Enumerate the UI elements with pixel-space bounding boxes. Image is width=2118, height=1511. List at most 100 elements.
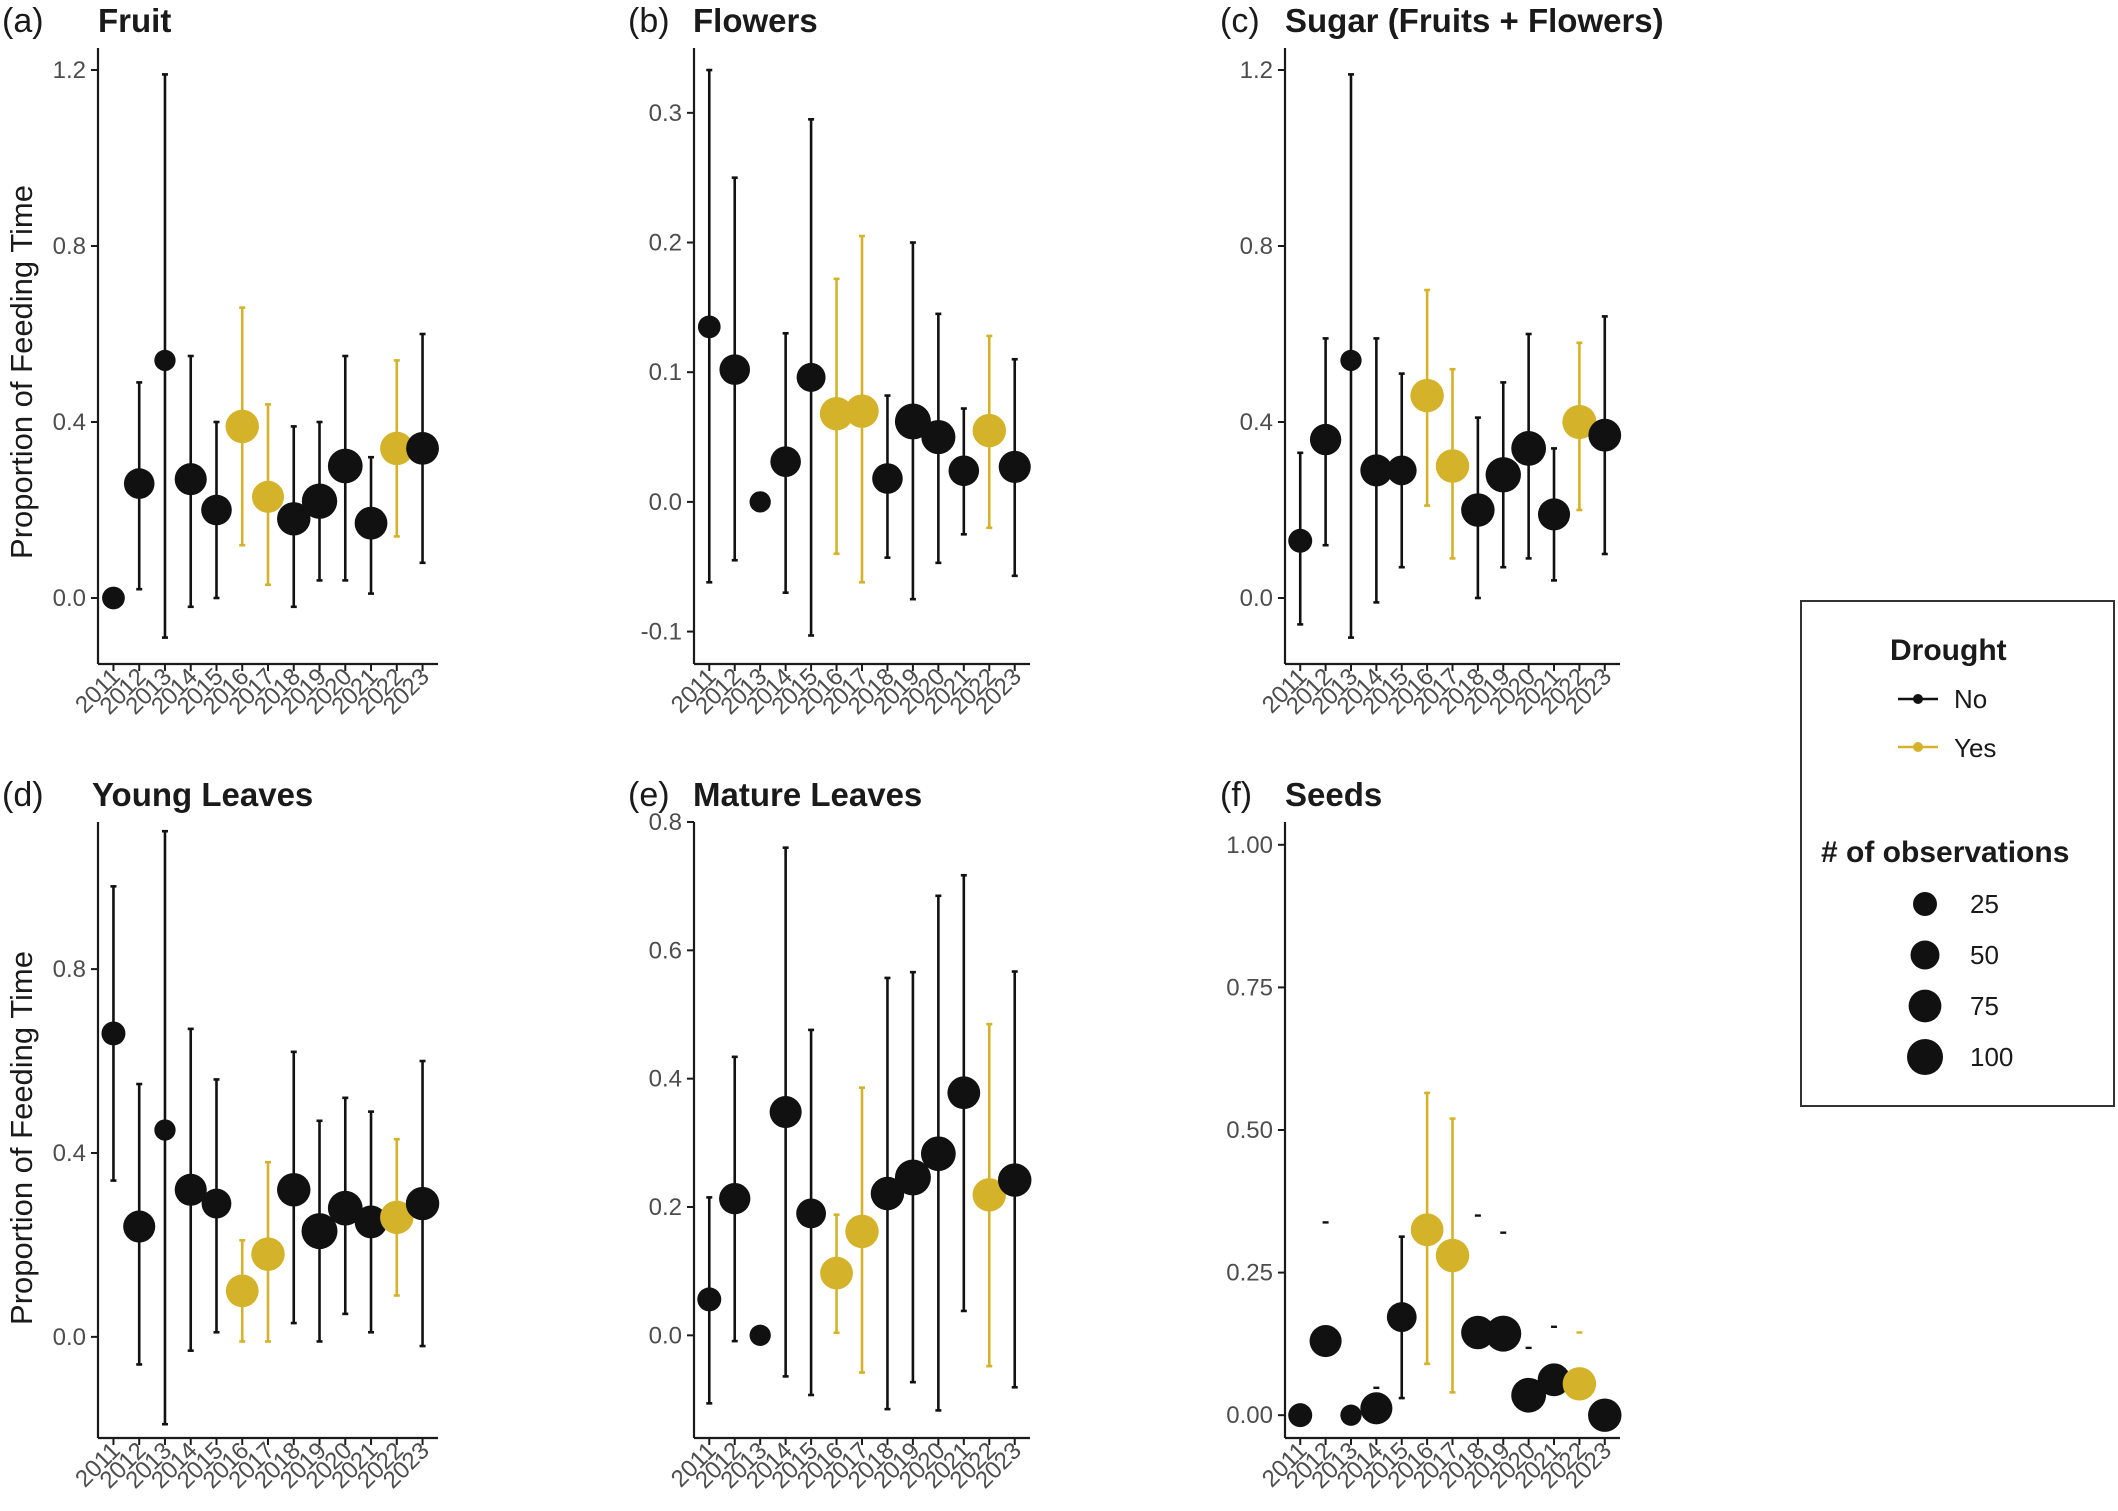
data-point-2011 <box>102 587 125 610</box>
legend-size-50-label: 50 <box>1970 940 1999 970</box>
data-point-2013 <box>154 350 175 371</box>
legend-size-75 <box>1909 990 1942 1023</box>
data-point-2015 <box>1387 1302 1417 1332</box>
data-point-2017 <box>251 1237 284 1270</box>
data-point-2019 <box>1485 1316 1521 1352</box>
y-tick-label: 0.3 <box>649 100 682 127</box>
data-point-2023 <box>999 451 1031 483</box>
data-point-2012 <box>719 1183 750 1214</box>
data-point-2011 <box>1288 529 1312 553</box>
data-point-2023 <box>998 1163 1031 1196</box>
data-point-2020 <box>921 1136 956 1171</box>
data-point-2017 <box>252 481 284 513</box>
panel-title: Young Leaves <box>92 776 313 813</box>
data-point-2011 <box>697 1287 721 1311</box>
data-point-2023 <box>1588 419 1621 452</box>
y-tick-label: 0.4 <box>1240 409 1273 436</box>
data-point-2011 <box>101 1021 125 1045</box>
y-tick-label: 0.8 <box>53 233 86 260</box>
legend-no-label: No <box>1954 684 1987 714</box>
data-point-2015 <box>796 1199 826 1229</box>
data-point-2016 <box>226 1275 259 1308</box>
y-tick-label: 0.1 <box>649 359 682 386</box>
data-point-2021 <box>949 455 980 486</box>
data-point-2014 <box>175 463 207 495</box>
y-tick-label: 0.00 <box>1226 1402 1273 1429</box>
y-tick-label: 0.50 <box>1226 1117 1273 1144</box>
data-point-2015 <box>797 363 826 392</box>
y-tick-label: 0.2 <box>649 1194 682 1221</box>
data-point-2021 <box>355 507 388 540</box>
data-point-2023 <box>1588 1398 1621 1431</box>
y-tick-label: 0.2 <box>649 230 682 257</box>
data-point-2012 <box>1310 424 1341 455</box>
data-point-2022 <box>1563 1367 1596 1400</box>
data-point-2015 <box>202 1189 232 1219</box>
legend-size-50 <box>1911 941 1940 970</box>
data-point-2017 <box>845 1215 878 1248</box>
panel-title: Flowers <box>693 2 818 39</box>
panel-title: Sugar (Fruits + Flowers) <box>1285 2 1664 39</box>
y-tick-label: 0.8 <box>649 809 682 836</box>
data-point-2016 <box>820 1257 853 1290</box>
data-point-2018 <box>277 1173 310 1206</box>
data-point-2023 <box>406 1187 439 1220</box>
panel-label: (a) <box>2 2 44 40</box>
data-point-2013 <box>750 491 771 512</box>
y-tick-label: 0.0 <box>1240 585 1273 612</box>
legend-size-25-label: 25 <box>1970 889 1999 919</box>
legend-yes-label: Yes <box>1954 733 1996 763</box>
data-point-2019 <box>302 484 337 519</box>
legend: Drought No Yes # of observations 25 50 7… <box>1801 601 2114 1106</box>
figure: (a) Fruit Proportion of Feeding Time 0.0… <box>0 0 2118 1511</box>
data-point-2016 <box>1411 1213 1444 1246</box>
data-point-2015 <box>1387 456 1417 486</box>
data-point-2011 <box>698 315 721 338</box>
data-point-2020 <box>1511 431 1546 466</box>
y-axis-title: Proportion of Feeding Time <box>4 185 39 559</box>
panel-label: (b) <box>628 2 670 40</box>
legend-size-25 <box>1913 892 1937 916</box>
panel-label: (c) <box>1220 2 1260 40</box>
y-tick-label: 0.75 <box>1226 974 1273 1001</box>
panel-title: Mature Leaves <box>693 776 922 813</box>
panel-label: (d) <box>2 776 44 814</box>
data-point-2021 <box>1538 498 1570 530</box>
data-point-2014 <box>770 1096 802 1128</box>
y-tick-label: 1.00 <box>1226 832 1273 859</box>
y-tick-label: 0.8 <box>1240 233 1273 260</box>
y-tick-label: 0.4 <box>649 1066 682 1093</box>
panel-label: (f) <box>1220 776 1252 814</box>
data-point-2016 <box>1410 379 1443 412</box>
legend-yes-point <box>1913 742 1923 752</box>
data-point-2014 <box>770 446 801 477</box>
legend-size-title: # of observations <box>1821 836 2069 869</box>
data-point-2020 <box>328 449 363 484</box>
data-point-2017 <box>1436 1239 1469 1272</box>
y-tick-label: 0.4 <box>53 1140 86 1167</box>
data-point-2012 <box>719 354 750 385</box>
data-point-2012 <box>124 468 155 499</box>
data-point-2013 <box>750 1325 771 1346</box>
y-tick-label: 0.0 <box>649 489 682 516</box>
y-tick-label: 0.0 <box>53 1324 86 1351</box>
legend-size-100-label: 100 <box>1970 1042 2013 1072</box>
y-tick-label: 0.0 <box>649 1322 682 1349</box>
data-point-2012 <box>1310 1325 1342 1357</box>
y-axis-title: Proportion of Feeding Time <box>4 951 39 1325</box>
data-point-2023 <box>406 432 439 465</box>
data-point-2018 <box>1461 493 1494 526</box>
data-point-2017 <box>845 394 878 427</box>
data-point-2013 <box>1340 1405 1361 1426</box>
legend-drought-title: Drought <box>1890 634 2007 667</box>
data-point-2016 <box>226 410 259 443</box>
y-tick-label: 0.8 <box>53 956 86 983</box>
data-point-2019 <box>1486 457 1521 492</box>
legend-size-100 <box>1907 1039 1943 1075</box>
legend-size-75-label: 75 <box>1970 991 1999 1021</box>
data-point-2013 <box>154 1119 175 1140</box>
y-tick-label: 1.2 <box>1240 57 1273 84</box>
data-point-2012 <box>123 1210 155 1242</box>
data-point-2015 <box>201 495 232 526</box>
y-tick-label: 0.4 <box>53 409 86 436</box>
